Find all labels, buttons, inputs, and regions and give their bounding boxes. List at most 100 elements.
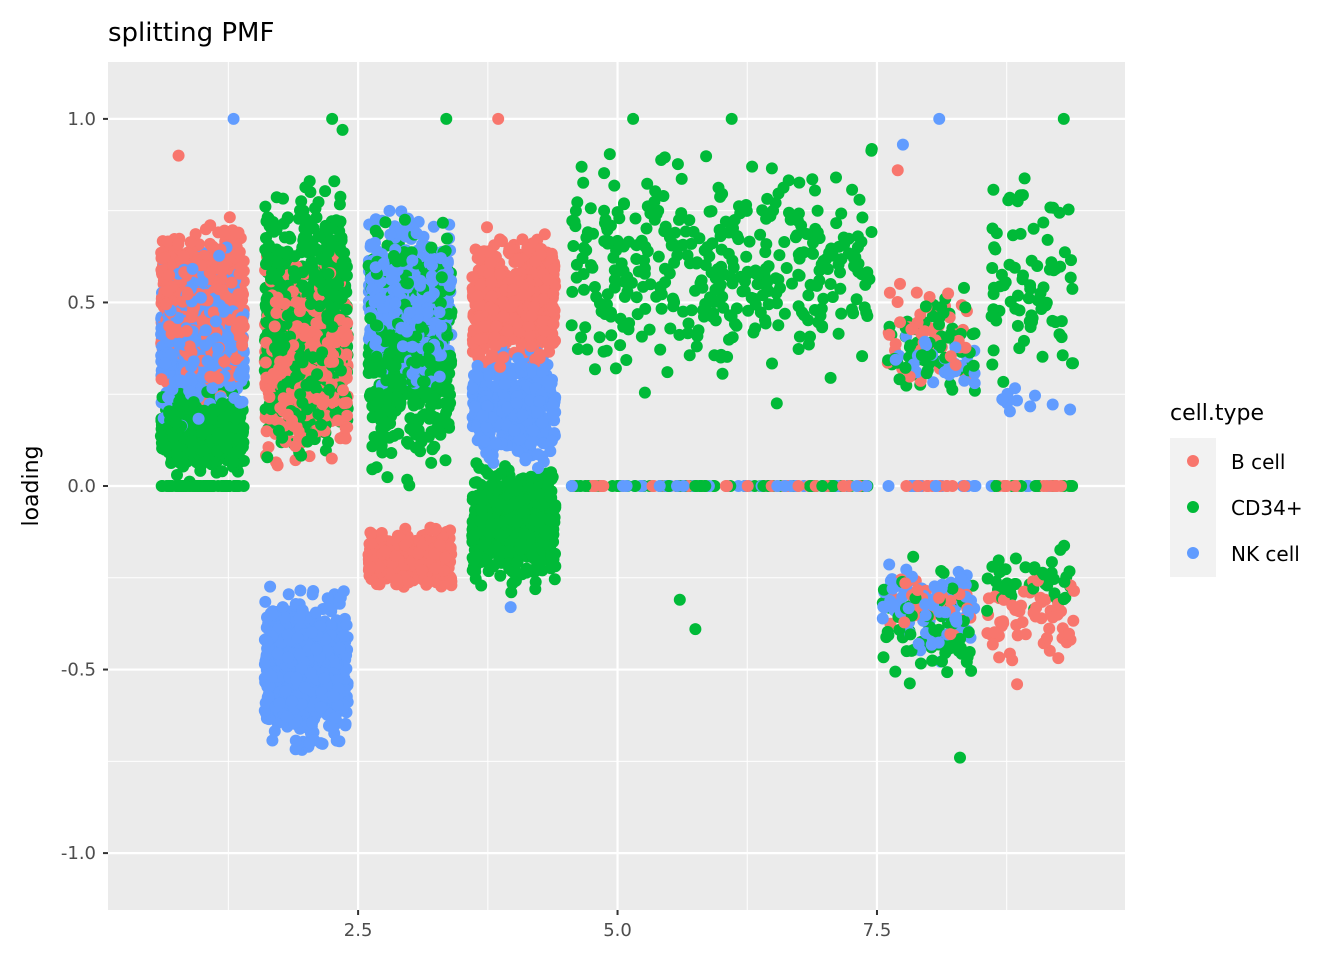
data-point: [329, 712, 341, 724]
data-point: [160, 298, 172, 310]
data-point: [385, 447, 397, 459]
data-point: [156, 252, 168, 264]
data-point: [384, 205, 396, 217]
data-point: [219, 225, 231, 237]
data-point: [185, 371, 197, 383]
data-point: [223, 480, 235, 492]
data-point: [209, 405, 221, 417]
data-point: [326, 321, 338, 333]
data-point: [425, 242, 437, 254]
data-point: [335, 216, 347, 228]
data-point: [290, 735, 302, 747]
data-point: [263, 691, 275, 703]
data-point: [305, 375, 317, 387]
data-point: [297, 356, 309, 368]
data-point: [399, 214, 411, 226]
data-point: [281, 711, 293, 723]
data-point: [185, 435, 197, 447]
data-point: [237, 441, 249, 453]
data-point: [408, 397, 420, 409]
data-point: [371, 578, 383, 590]
data-point: [304, 737, 316, 749]
data-point: [310, 317, 322, 329]
data-point: [306, 717, 318, 729]
data-point: [233, 248, 245, 260]
data-point: [339, 630, 351, 642]
data-point: [272, 648, 284, 660]
data-point: [332, 278, 344, 290]
data-point: [235, 261, 247, 273]
data-point: [339, 719, 351, 731]
data-point: [204, 238, 216, 250]
data-point: [334, 642, 346, 654]
data-point: [298, 240, 310, 252]
data-point: [306, 257, 318, 269]
data-point: [335, 245, 347, 257]
data-point: [236, 339, 248, 351]
data-point: [226, 277, 238, 289]
data-point: [173, 327, 185, 339]
data-point: [215, 427, 227, 439]
data-point: [316, 346, 328, 358]
data-point: [266, 670, 278, 682]
data-point: [323, 268, 335, 280]
data-point: [187, 263, 199, 275]
data-point: [207, 480, 219, 492]
data-point: [292, 632, 304, 644]
data-point: [333, 735, 345, 747]
chart-title: splitting PMF: [108, 18, 274, 48]
data-point: [260, 357, 272, 369]
data-point: [280, 685, 292, 697]
data-point: [184, 340, 196, 352]
data-point: [337, 384, 349, 396]
data-point: [213, 283, 225, 295]
data-point: [327, 356, 339, 368]
data-point: [328, 175, 340, 187]
data-point: [404, 412, 416, 424]
data-point: [272, 274, 284, 286]
data-point: [315, 737, 327, 749]
data-point: [319, 185, 331, 197]
data-point: [313, 230, 325, 242]
data-point: [272, 459, 284, 471]
data-point: [259, 596, 271, 608]
data-point: [425, 457, 437, 469]
data-point: [235, 366, 247, 378]
data-point: [204, 371, 216, 383]
data-point: [278, 392, 290, 404]
data-point: [401, 474, 413, 486]
data-point: [185, 236, 197, 248]
data-point: [195, 292, 207, 304]
data-point: [341, 619, 353, 631]
data-point: [338, 585, 350, 597]
data-point: [306, 429, 318, 441]
data-point: [269, 320, 281, 332]
data-point: [277, 193, 289, 205]
data-point: [261, 636, 273, 648]
data-point: [310, 643, 322, 655]
data-point: [443, 383, 455, 395]
data-point: [182, 288, 194, 300]
data-point: [341, 270, 353, 282]
data-point: [233, 227, 245, 239]
data-point: [294, 204, 306, 216]
data-point: [328, 691, 340, 703]
data-point: [166, 384, 178, 396]
data-point: [263, 391, 275, 403]
data-point: [273, 257, 285, 269]
data-point: [381, 471, 393, 483]
data-point: [217, 260, 229, 272]
data-point: [334, 198, 346, 210]
data-point: [171, 442, 183, 454]
data-point: [222, 331, 234, 343]
data-point: [267, 608, 279, 620]
data-point: [315, 701, 327, 713]
data-point: [296, 397, 308, 409]
data-point: [298, 323, 310, 335]
data-point: [323, 246, 335, 258]
data-point: [341, 317, 353, 329]
data-point: [287, 420, 299, 432]
data-point: [204, 219, 216, 231]
data-point: [310, 203, 322, 215]
data-point: [340, 433, 352, 445]
